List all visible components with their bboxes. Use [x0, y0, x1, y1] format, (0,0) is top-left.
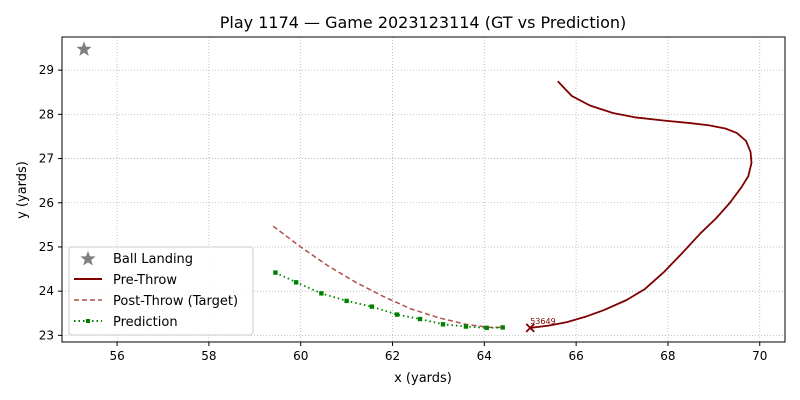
prediction-point	[369, 304, 375, 309]
series-line-post-throw-target	[272, 225, 503, 329]
x-tick-label: 56	[109, 349, 124, 363]
x-axis-ticks: 56 58 60 62 64 66 68 70	[109, 342, 767, 363]
legend-label: Post-Throw (Target)	[113, 294, 238, 309]
plot-frame	[61, 36, 786, 343]
x-tick-label: 66	[568, 349, 583, 363]
legend-entry-ball-landing: Ball Landing	[80, 251, 193, 267]
legend-label: Ball Landing	[113, 252, 193, 267]
prediction-point	[273, 270, 278, 275]
y-tick-label: 24	[39, 284, 54, 298]
y-tick-label: 23	[39, 328, 54, 342]
chart-title: Play 1174 — Game 2023123114 (GT vs Predi…	[220, 13, 627, 32]
y-tick-label: 28	[39, 107, 54, 121]
series-layer: 53649	[76, 41, 753, 333]
legend-label: Pre-Throw	[113, 273, 177, 288]
prediction-point	[394, 312, 400, 317]
series-line-prediction	[275, 271, 503, 329]
legend-star-marker	[80, 251, 96, 266]
x-tick-label: 58	[201, 349, 216, 363]
legend-square-marker	[86, 319, 90, 323]
x-tick-label: 64	[477, 349, 492, 363]
x-axis-label: x (yards)	[394, 371, 452, 386]
prediction-point	[500, 325, 505, 330]
legend-entry-post-throw: Post-Throw (Target)	[74, 294, 238, 309]
y-tick-label: 26	[39, 196, 54, 210]
target-x-marker	[525, 323, 535, 333]
y-axis-ticks: 23 24 25 26 27 28 29	[39, 63, 62, 342]
x-tick-label: 62	[385, 349, 400, 363]
legend: Ball Landing Pre-Throw Post-Throw (Targe…	[68, 246, 254, 336]
legend-box	[68, 246, 254, 336]
x-tick-label: 60	[293, 349, 308, 363]
y-tick-label: 29	[39, 63, 54, 77]
prediction-point	[417, 316, 423, 322]
y-axis-label: y (yards)	[15, 161, 30, 219]
legend-label: Prediction	[113, 315, 178, 330]
prediction-point	[440, 322, 446, 327]
series-line-pre-throw	[530, 80, 753, 329]
y-tick-label: 25	[39, 240, 54, 254]
x-tick-label: 70	[752, 349, 767, 363]
y-tick-label: 27	[39, 152, 54, 166]
legend-entry-pre-throw: Pre-Throw	[74, 273, 177, 288]
prediction-point	[319, 291, 324, 296]
ball-landing-star	[76, 41, 92, 56]
target-id-label: 53649	[530, 317, 555, 326]
legend-entry-prediction: Prediction	[74, 315, 178, 330]
prediction-point	[463, 324, 469, 329]
prediction-point	[484, 325, 489, 331]
prediction-point	[293, 280, 299, 285]
prediction-point	[344, 298, 349, 304]
x-tick-label: 68	[660, 349, 675, 363]
